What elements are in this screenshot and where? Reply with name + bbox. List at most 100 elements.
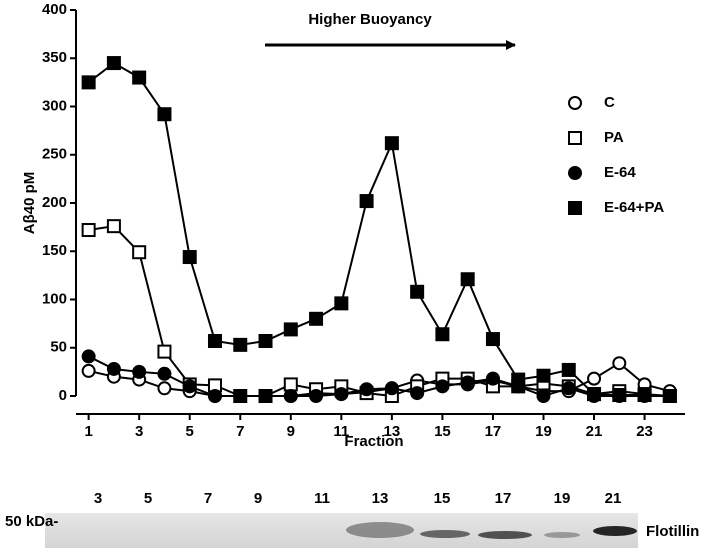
x-tick-label: 21 xyxy=(586,423,603,440)
lane-label: 7 xyxy=(204,490,212,507)
y-tick-label: 300 xyxy=(42,97,67,114)
lane-label: 15 xyxy=(434,490,451,507)
data-point xyxy=(81,349,96,364)
data-point xyxy=(283,389,298,403)
data-point xyxy=(182,250,197,265)
data-point xyxy=(106,56,121,71)
legend-label: PA xyxy=(604,129,624,146)
annotation: Higher Buoyancy xyxy=(308,11,432,28)
data-point xyxy=(132,245,147,260)
data-point xyxy=(334,296,349,311)
legend-label: C xyxy=(604,94,615,111)
data-point xyxy=(561,381,576,396)
x-tick-label: 5 xyxy=(186,423,194,440)
data-point xyxy=(485,371,500,386)
legend-marker xyxy=(568,201,582,215)
data-point xyxy=(207,333,222,348)
data-point xyxy=(359,194,374,209)
y-tick-label: 100 xyxy=(42,290,67,307)
y-tick-label: 250 xyxy=(42,146,67,163)
x-tick-label: 11 xyxy=(333,423,349,440)
x-tick-label: 17 xyxy=(485,423,502,440)
data-point xyxy=(132,364,147,379)
y-axis-label: Aβ40 pM xyxy=(21,172,38,235)
y-tick-label: 400 xyxy=(42,1,67,18)
data-point xyxy=(536,368,551,383)
data-point xyxy=(587,371,602,386)
western-blot: 50 kDa- Flotillin xyxy=(5,513,699,548)
x-tick-label: 13 xyxy=(384,423,401,440)
x-axis-label: Fraction xyxy=(344,433,403,450)
data-point xyxy=(233,389,248,403)
x-tick-label: 19 xyxy=(535,423,552,440)
data-point xyxy=(662,389,677,403)
data-point xyxy=(157,366,172,381)
data-point xyxy=(612,388,627,403)
data-point xyxy=(283,322,298,337)
data-point xyxy=(410,386,425,401)
data-point xyxy=(81,75,96,90)
band xyxy=(593,526,637,536)
y-tick-label: 200 xyxy=(42,194,67,211)
data-point xyxy=(81,223,96,238)
data-point xyxy=(536,389,551,403)
legend-label: E-64 xyxy=(604,164,636,181)
legend-label: E-64+PA xyxy=(604,199,664,216)
blot-image xyxy=(45,513,638,548)
data-point xyxy=(384,381,399,396)
x-tick-label: 7 xyxy=(236,423,244,440)
lane-label: 11 xyxy=(314,490,330,507)
data-point xyxy=(309,389,324,403)
data-point xyxy=(561,362,576,377)
data-point xyxy=(384,136,399,151)
data-point xyxy=(106,219,121,234)
lane-label: 21 xyxy=(605,490,622,507)
lane-label: 5 xyxy=(144,490,152,507)
data-point xyxy=(334,387,349,402)
data-point xyxy=(157,107,172,122)
series-line xyxy=(88,225,670,398)
lane-label: 19 xyxy=(554,490,571,507)
data-point xyxy=(182,379,197,394)
data-point xyxy=(258,333,273,348)
data-point xyxy=(460,272,475,287)
y-tick-label: 150 xyxy=(42,242,67,259)
data-point xyxy=(283,377,298,392)
x-tick-label: 23 xyxy=(636,423,653,440)
band xyxy=(420,530,470,538)
lane-label: 3 xyxy=(94,490,102,507)
y-tick-label: 0 xyxy=(59,387,67,404)
x-tick-label: 1 xyxy=(84,423,92,440)
lane-label: 13 xyxy=(372,490,389,507)
series-line xyxy=(88,61,670,397)
data-point xyxy=(410,284,425,299)
band xyxy=(544,532,580,538)
size-marker: 50 kDa- xyxy=(5,513,58,530)
data-point xyxy=(460,375,475,390)
x-tick-label: 3 xyxy=(135,423,143,440)
data-point xyxy=(157,344,172,359)
data-point xyxy=(637,388,652,403)
data-point xyxy=(157,381,172,396)
legend-marker xyxy=(568,131,582,145)
band xyxy=(478,531,532,539)
data-point xyxy=(309,311,324,326)
data-point xyxy=(106,361,121,376)
lane-label: 17 xyxy=(495,490,512,507)
data-point xyxy=(612,356,627,371)
legend-marker xyxy=(568,96,582,110)
data-point xyxy=(511,372,526,387)
y-tick-label: 350 xyxy=(42,49,67,66)
y-tick-label: 50 xyxy=(50,339,67,356)
data-point xyxy=(587,387,602,402)
x-tick-label: 9 xyxy=(287,423,295,440)
protein-label: Flotillin xyxy=(646,523,699,540)
x-tick-label: 15 xyxy=(434,423,451,440)
data-point xyxy=(81,363,96,378)
data-point xyxy=(435,379,450,394)
data-point xyxy=(233,337,248,352)
legend-marker xyxy=(568,166,582,180)
data-point xyxy=(132,70,147,85)
data-point xyxy=(359,382,374,397)
